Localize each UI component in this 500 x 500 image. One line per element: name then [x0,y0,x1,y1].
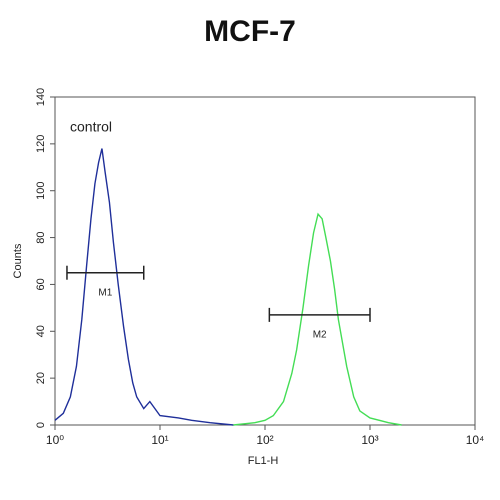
chart-title: MCF-7 [204,15,296,48]
x-tick-label: 10³ [361,433,378,447]
y-tick-label: 60 [35,278,47,290]
series-label: control [70,119,112,135]
y-tick-label: 0 [35,422,47,428]
x-axis-label: FL1-H [248,455,279,467]
y-tick-label: 100 [35,182,47,200]
x-tick-label: 10⁰ [46,433,64,447]
y-tick-label: 140 [35,88,47,106]
y-tick-label: 120 [35,135,47,153]
gate-label: M2 [313,330,327,341]
plot-frame [54,96,476,426]
x-tick-label: 10² [256,433,273,447]
histogram-line [54,148,234,426]
y-tick-label: 40 [35,325,47,337]
y-tick-label: 20 [35,372,47,384]
y-axis-label: Counts [12,243,24,278]
y-tick-label: 80 [35,231,47,243]
gate-label: M1 [98,287,112,298]
x-tick-label: 10⁴ [466,433,485,447]
histogram-line [233,212,402,426]
x-tick-label: 10¹ [151,433,168,447]
